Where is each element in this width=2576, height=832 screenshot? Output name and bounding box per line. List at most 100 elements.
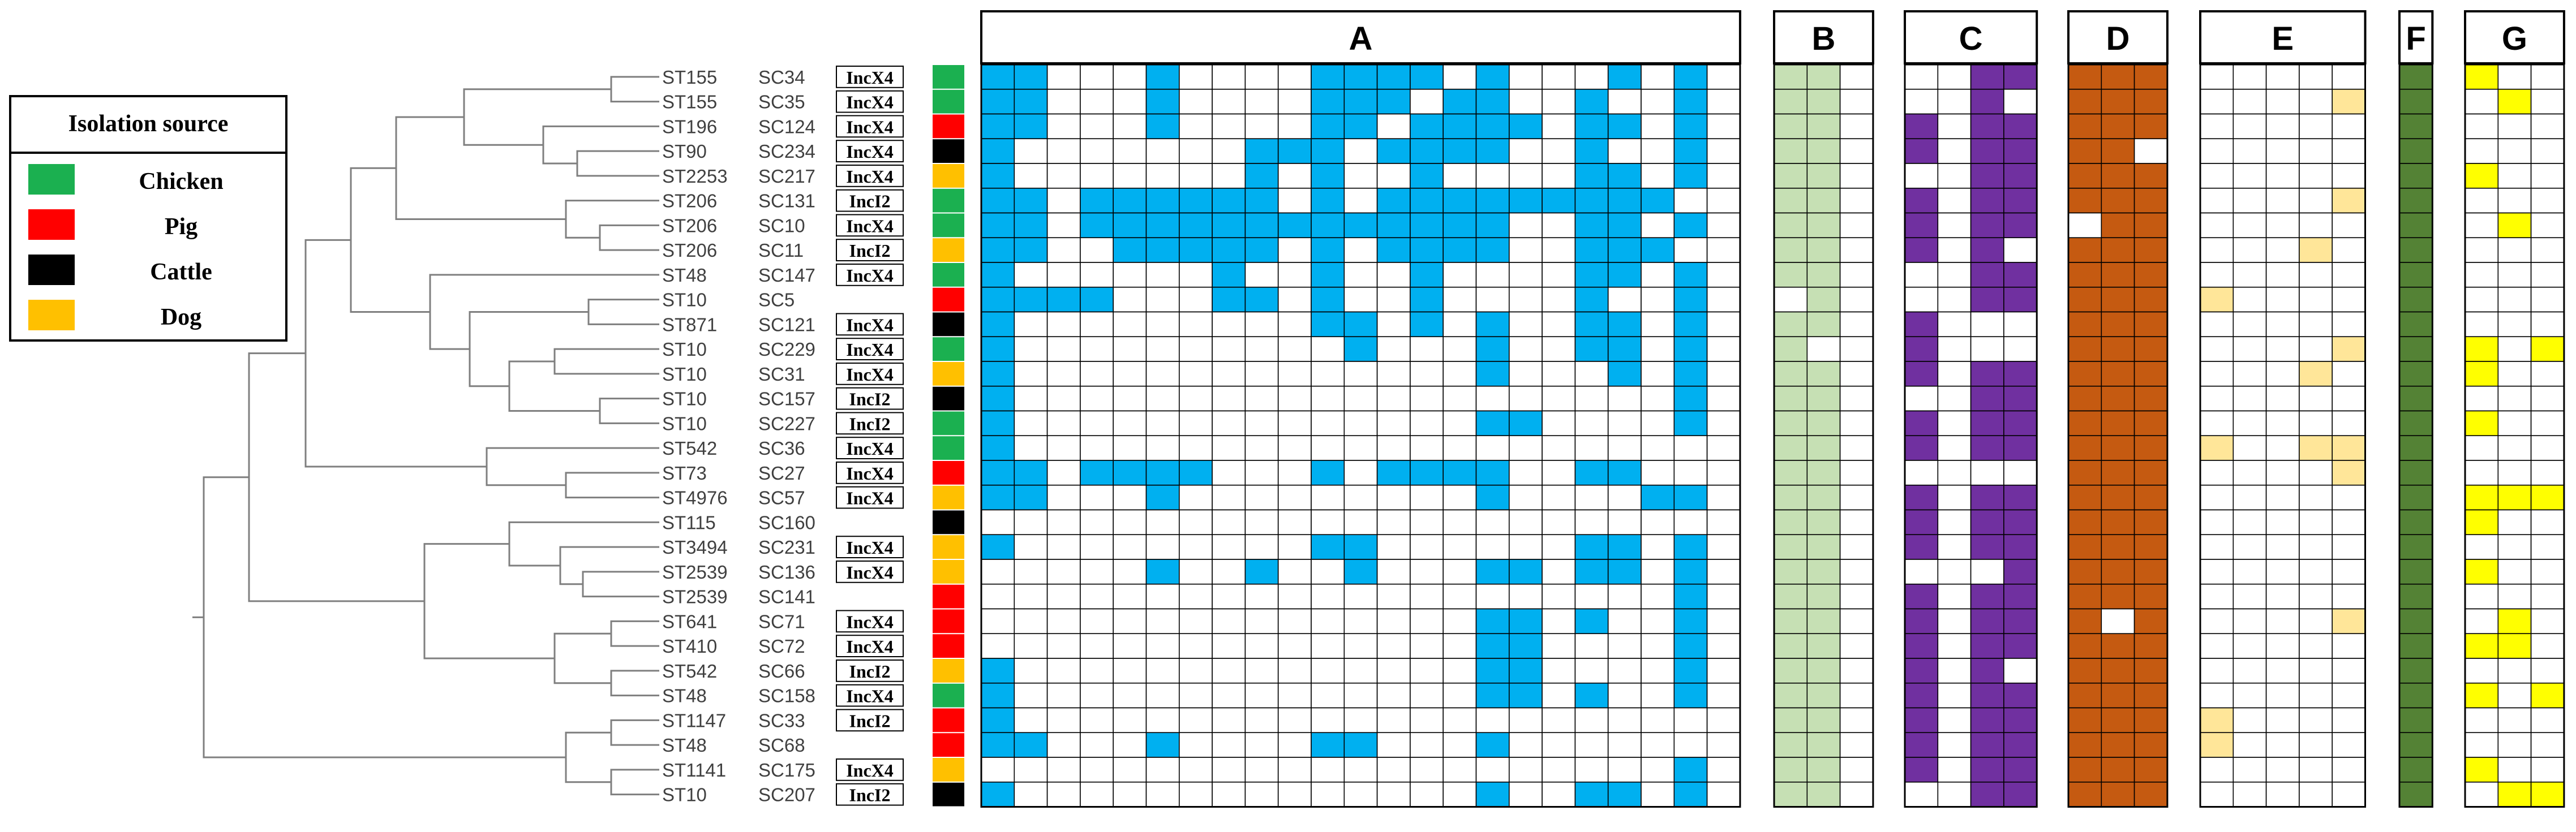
panel-g-cell [2530, 484, 2565, 511]
source-color-column [933, 65, 964, 807]
panel-a-cell [1509, 435, 1543, 461]
row-sc-label: SC175 [758, 760, 815, 781]
panel-g-cell [2465, 237, 2499, 263]
panel-a-cell [1014, 237, 1048, 263]
panel-a-cell [1442, 658, 1477, 684]
panel-a-cell [1145, 435, 1180, 461]
panel-a-cell [1542, 410, 1576, 437]
panel-a-cell [1311, 64, 1345, 90]
panel-e-cell [2265, 732, 2300, 758]
panel-e-cell [2332, 658, 2366, 684]
panel-b-cell [1774, 732, 1808, 758]
panel-b-cell [1774, 484, 1808, 511]
plasmid-label: IncX4 [846, 67, 894, 88]
panel-a-cell [1080, 682, 1114, 709]
panel-a-cell [1080, 658, 1114, 684]
panel-e-cell [2200, 262, 2234, 288]
panel-a-cell [1343, 113, 1378, 140]
panel-a-cell [1343, 682, 1378, 709]
panel-c-cell [1904, 385, 1939, 412]
panel-a-cell [1641, 138, 1675, 164]
panel-c-cell [1937, 410, 1972, 437]
panel-c-cell [1970, 435, 2004, 461]
panel-e-cell [2200, 707, 2234, 734]
panel-e-cell [2200, 633, 2234, 659]
panel-a-cell [1607, 113, 1642, 140]
panel-a-cell [1410, 460, 1444, 486]
panel-a-cell [1673, 707, 1708, 734]
panel-a-cell [1212, 113, 1246, 140]
panel-c-cell [2003, 262, 2037, 288]
panel-a-cell [1410, 212, 1444, 239]
panel-b-cell [1774, 781, 1808, 808]
panel-a-cell [1179, 633, 1213, 659]
panel-a-cell [1607, 781, 1642, 808]
panel-a-cell [1574, 88, 1609, 115]
panel-a-cell [1179, 732, 1213, 758]
panel-a-cell [1311, 163, 1345, 189]
plasmid-label: IncX4 [846, 636, 894, 657]
panel-a-cell [1179, 64, 1213, 90]
source-cell-dog [933, 238, 964, 262]
panel-c-cell [2003, 633, 2037, 659]
panel-a-cell [1574, 509, 1609, 536]
panel-a-cell [1607, 757, 1642, 783]
panel-e-cell [2265, 88, 2300, 115]
panel-a-cell [981, 559, 1015, 585]
panel-a-cell [1311, 608, 1345, 635]
panel-d-cell [2068, 212, 2102, 239]
plasmid-label: IncI2 [849, 413, 891, 434]
panel-f-cell [2399, 732, 2433, 758]
panel-c-cell [2003, 64, 2037, 90]
panel-a-cell [1113, 608, 1147, 635]
panel-b-cell [1806, 163, 1841, 189]
panel-a-cell [1574, 460, 1609, 486]
panel-a-cell [1574, 212, 1609, 239]
panel-a-cell [1046, 64, 1081, 90]
panel-a-cell [1343, 559, 1378, 585]
row-st-label: ST1147 [662, 710, 726, 731]
panel-a-cell [1014, 658, 1048, 684]
panel-g-cell [2497, 262, 2532, 288]
panel-c-cell [1970, 163, 2004, 189]
row-st-label: ST3494 [662, 537, 728, 558]
panel-a-cell [1574, 633, 1609, 659]
panel-a-cell [1706, 286, 1741, 313]
panel-a-cell [1376, 559, 1411, 585]
panel-a-cell [1113, 311, 1147, 338]
panel-g-cell [2465, 262, 2499, 288]
panel-e-cell [2232, 113, 2267, 140]
panel-a-cell [1179, 707, 1213, 734]
panel-a-cell [1080, 435, 1114, 461]
panel-a-cell [1410, 361, 1444, 387]
dendrogram-tree [192, 76, 659, 796]
panel-a-cell [1542, 88, 1576, 115]
panel-a-cell [1574, 187, 1609, 214]
panel-b-cell [1806, 781, 1841, 808]
panel-g-cell [2530, 336, 2565, 362]
panel-b-cell [1774, 707, 1808, 734]
panel-g-cell [2530, 361, 2565, 387]
row-st-label: ST10 [662, 364, 707, 385]
panel-d-cell [2068, 237, 2102, 263]
panel-c-cell [1904, 410, 1939, 437]
plasmid-box [836, 313, 904, 336]
panel-f-cell [2399, 534, 2433, 560]
panel-d-cell [2101, 410, 2135, 437]
panel-a-cell [1673, 311, 1708, 338]
panel-g: G [2464, 10, 2565, 808]
row-st-label: ST4976 [662, 488, 728, 508]
panel-a-cell [1607, 608, 1642, 635]
panel-a-cell [1410, 262, 1444, 288]
panel-a-cell [1277, 633, 1312, 659]
panel-g-cell [2530, 435, 2565, 461]
panel-a-cell [1014, 262, 1048, 288]
panel-e-cell [2299, 113, 2333, 140]
panel-a-cell [1442, 583, 1477, 610]
panel-a-cell [1212, 534, 1246, 560]
panel-a-cell [1179, 262, 1213, 288]
panel-a-cell [1046, 509, 1081, 536]
panel-g-cell [2465, 781, 2499, 808]
panel-c-cell [1970, 608, 2004, 635]
tree-branch-n2425 [610, 670, 659, 697]
